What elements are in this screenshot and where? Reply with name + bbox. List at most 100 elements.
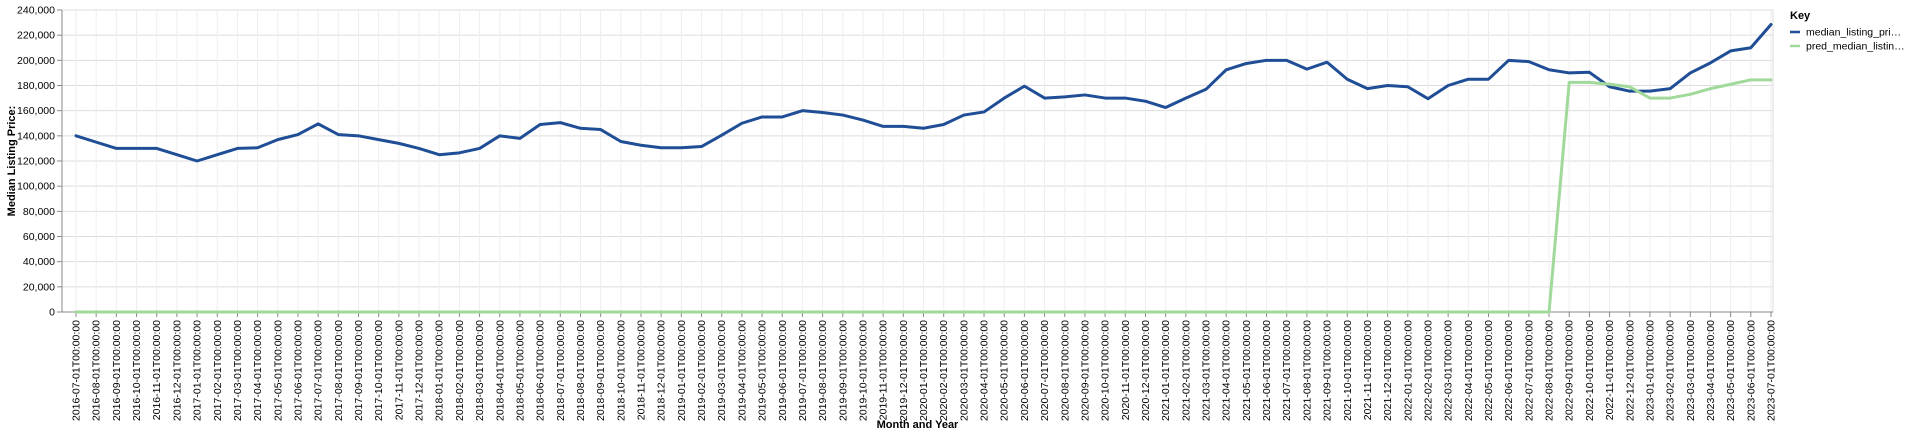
x-tick-label: 2018-09-01T00:00:00 — [595, 320, 607, 421]
y-tick-label: 240,000 — [17, 5, 55, 17]
x-tick-label: 2019-06-01T00:00:00 — [777, 320, 789, 421]
x-tick-label: 2020-07-01T00:00:00 — [1039, 320, 1051, 421]
y-tick-label: 160,000 — [17, 105, 55, 117]
x-tick-label: 2022-04-01T00:00:00 — [1463, 320, 1475, 421]
x-tick-label: 2019-11-01T00:00:00 — [878, 320, 890, 420]
legend-title: Key — [1790, 10, 1811, 22]
y-tick-label: 180,000 — [17, 80, 55, 92]
y-tick-label: 80,000 — [23, 206, 55, 218]
x-axis-title: Month and Year — [877, 419, 959, 431]
x-tick-label: 2016-08-01T00:00:00 — [91, 320, 103, 421]
x-axis: 2016-07-01T00:00:00 2016-08-01T00:00:00 20… — [62, 311, 1778, 421]
legend: Key median_listing_pri… pred_median_listi… — [1790, 10, 1905, 53]
x-tick-label: 2019-08-01T00:00:00 — [817, 320, 829, 421]
x-tick-label: 2020-12-01T00:00:00 — [1140, 320, 1152, 421]
x-tick-label: 2018-03-01T00:00:00 — [474, 320, 486, 421]
x-tick-label: 2018-08-01T00:00:00 — [575, 320, 587, 421]
x-tick-label: 2016-09-01T00:00:00 — [111, 320, 123, 421]
x-tick-label: 2021-10-01T00:00:00 — [1342, 320, 1354, 421]
y-tick-label: 40,000 — [23, 256, 55, 268]
x-tick-label: 2023-05-01T00:00:00 — [1725, 320, 1737, 421]
y-axis: 0 20,000 40,000 60,000 80,000 100,000 120,000 1… — [17, 5, 63, 319]
x-tick-label: 2021-02-01T00:00:00 — [1180, 320, 1192, 421]
x-tick-label: 2018-12-01T00:00:00 — [656, 320, 668, 421]
x-tick-label: 2018-11-01T00:00:00 — [636, 320, 648, 420]
legend-label-1: pred_median_listin… — [1806, 41, 1905, 53]
legend-label-0: median_listing_pri… — [1806, 27, 1901, 39]
x-tick-label: 2022-09-01T00:00:00 — [1564, 320, 1576, 421]
x-tick-label: 2022-07-01T00:00:00 — [1523, 320, 1535, 421]
x-tick-label: 2023-03-01T00:00:00 — [1685, 320, 1697, 421]
x-tick-label: 2021-03-01T00:00:00 — [1201, 320, 1213, 421]
x-tick-label: 2017-05-01T00:00:00 — [272, 320, 284, 421]
x-tick-label: 2020-04-01T00:00:00 — [979, 320, 991, 421]
x-tick-label: 2019-09-01T00:00:00 — [837, 320, 849, 421]
series-line-1 — [74, 78, 1773, 314]
x-tick-label: 2023-01-01T00:00:00 — [1644, 320, 1656, 421]
x-tick-label: 2017-02-01T00:00:00 — [212, 320, 224, 421]
x-tick-label: 2018-04-01T00:00:00 — [494, 320, 506, 421]
x-tick-label: 2021-12-01T00:00:00 — [1382, 320, 1394, 421]
y-tick-label: 0 — [49, 307, 55, 319]
x-tick-label: 2019-05-01T00:00:00 — [757, 320, 769, 421]
x-tick-label: 2022-06-01T00:00:00 — [1503, 320, 1515, 421]
x-tick-label: 2020-01-01T00:00:00 — [918, 320, 930, 421]
x-tick-label: 2020-05-01T00:00:00 — [999, 320, 1011, 421]
y-tick-label: 100,000 — [17, 181, 55, 193]
x-tick-label: 2021-05-01T00:00:00 — [1241, 320, 1253, 421]
x-tick-label: 2021-11-01T00:00:00 — [1362, 320, 1374, 420]
x-tick-label: 2020-10-01T00:00:00 — [1100, 320, 1112, 421]
x-tick-label: 2022-08-01T00:00:00 — [1544, 320, 1556, 421]
x-tick-label: 2017-09-01T00:00:00 — [353, 320, 365, 421]
x-tick-label: 2021-06-01T00:00:00 — [1261, 320, 1273, 421]
x-tick-label: 2018-06-01T00:00:00 — [535, 320, 547, 421]
x-tick-label: 2021-08-01T00:00:00 — [1301, 320, 1313, 421]
y-tick-label: 200,000 — [17, 55, 55, 67]
x-tick-label: 2020-09-01T00:00:00 — [1079, 320, 1091, 421]
x-tick-label: 2018-01-01T00:00:00 — [434, 320, 446, 421]
x-tick-label: 2022-03-01T00:00:00 — [1443, 320, 1455, 421]
x-tick-label: 2023-02-01T00:00:00 — [1665, 320, 1677, 421]
x-tick-label: 2018-07-01T00:00:00 — [555, 320, 567, 421]
x-tick-label: 2017-12-01T00:00:00 — [414, 320, 426, 421]
series-layer — [74, 22, 1773, 314]
x-tick-label: 2022-01-01T00:00:00 — [1402, 320, 1414, 421]
x-tick-label: 2022-10-01T00:00:00 — [1584, 320, 1596, 421]
x-tick-label: 2018-02-01T00:00:00 — [454, 320, 466, 421]
x-tick-label: 2020-11-01T00:00:00 — [1120, 320, 1132, 420]
x-tick-label: 2019-02-01T00:00:00 — [696, 320, 708, 421]
x-tick-label: 2016-10-01T00:00:00 — [131, 320, 143, 421]
x-tick-label: 2017-10-01T00:00:00 — [373, 320, 385, 421]
x-tick-label: 2017-08-01T00:00:00 — [333, 320, 345, 421]
x-tick-label: 2016-12-01T00:00:00 — [171, 320, 183, 421]
x-tick-label: 2021-01-01T00:00:00 — [1160, 320, 1172, 421]
x-tick-label: 2017-03-01T00:00:00 — [232, 320, 244, 421]
x-tick-label: 2017-01-01T00:00:00 — [192, 320, 204, 421]
y-tick-label: 20,000 — [23, 281, 55, 293]
y-tick-label: 120,000 — [17, 156, 55, 168]
x-tick-label: 2023-07-01T00:00:00 — [1766, 320, 1778, 421]
y-tick-label: 60,000 — [23, 231, 55, 243]
x-tick-label: 2019-12-01T00:00:00 — [898, 320, 910, 421]
x-tick-label: 2019-10-01T00:00:00 — [857, 320, 869, 421]
x-tick-label: 2023-06-01T00:00:00 — [1745, 320, 1757, 421]
x-tick-label: 2020-06-01T00:00:00 — [1019, 320, 1031, 421]
x-tick-label: 2019-04-01T00:00:00 — [736, 320, 748, 421]
x-tick-label: 2017-04-01T00:00:00 — [252, 320, 264, 421]
series-line-0 — [74, 22, 1773, 163]
x-tick-label: 2021-07-01T00:00:00 — [1281, 320, 1293, 421]
x-tick-label: 2020-02-01T00:00:00 — [938, 320, 950, 421]
x-tick-label: 2023-04-01T00:00:00 — [1705, 320, 1717, 421]
x-tick-label: 2021-04-01T00:00:00 — [1221, 320, 1233, 421]
x-tick-label: 2022-12-01T00:00:00 — [1624, 320, 1636, 421]
x-tick-label: 2019-03-01T00:00:00 — [716, 320, 728, 421]
x-tick-label: 2020-08-01T00:00:00 — [1059, 320, 1071, 421]
y-axis-title: Median Listing Price: — [6, 106, 18, 217]
x-tick-label: 2021-09-01T00:00:00 — [1322, 320, 1334, 421]
gridlines — [61, 9, 1774, 313]
y-tick-label: 220,000 — [17, 30, 55, 42]
x-tick-label: 2018-05-01T00:00:00 — [514, 320, 526, 421]
x-tick-label: 2022-05-01T00:00:00 — [1483, 320, 1495, 421]
x-tick-label: 2017-11-01T00:00:00 — [393, 320, 405, 420]
